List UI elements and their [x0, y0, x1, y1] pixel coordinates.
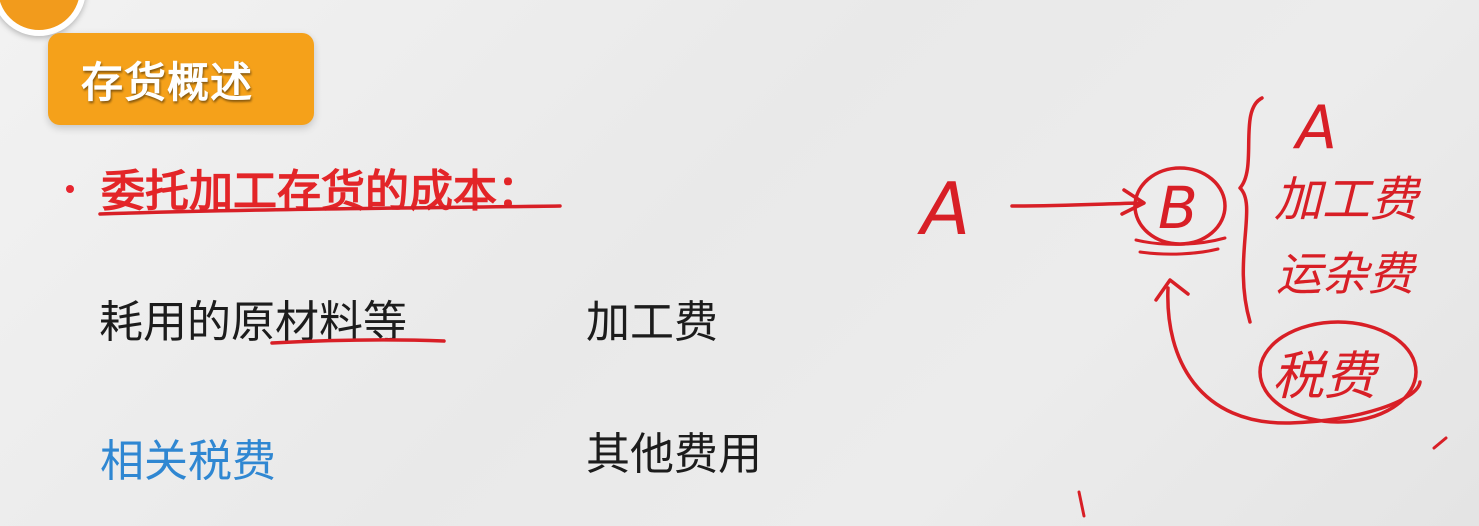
other-fees-item: 其他费用 [586, 429, 762, 480]
section-title: 存货概述 [81, 57, 254, 107]
brace-line-tax: 税费 [1272, 347, 1380, 407]
b-double-underline [1134, 236, 1227, 256]
arrow-a-to-b [1010, 201, 1142, 208]
related-taxes-item: 相关税费 [100, 436, 276, 487]
bullet-dot [66, 185, 74, 193]
tax-circle [1258, 320, 1418, 424]
entity-a-label: A [917, 167, 970, 251]
stray-mark-1 [1432, 436, 1448, 450]
stray-mark-2 [1077, 490, 1086, 518]
section-title-box: 存货概述 [48, 33, 314, 125]
entity-b-label: B [1158, 174, 1198, 242]
arrow-head [1120, 188, 1146, 216]
materials-underline [270, 338, 446, 345]
brace [1238, 96, 1264, 324]
brace-line-freight: 运杂费 [1276, 247, 1418, 301]
brace-line-processing: 加工费 [1274, 172, 1422, 228]
brace-a-label: A [1292, 93, 1337, 163]
bullet-underline [98, 204, 562, 216]
processing-fee-item: 加工费 [586, 297, 718, 348]
return-arrow-head [1154, 278, 1190, 302]
